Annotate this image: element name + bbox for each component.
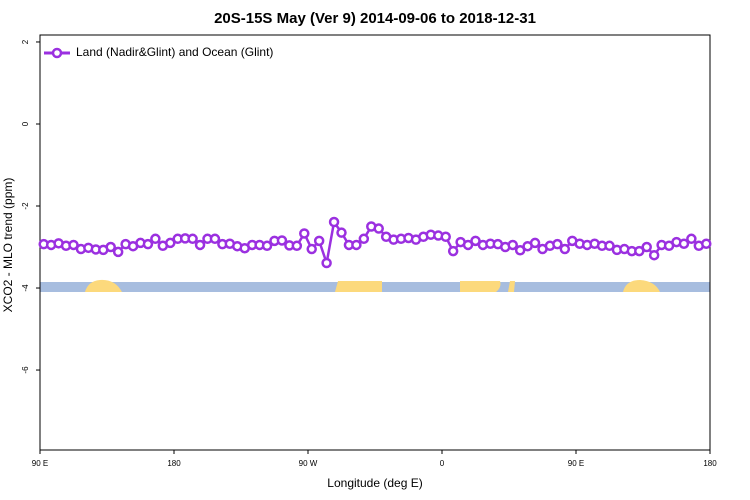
data-point xyxy=(165,237,176,249)
data-point xyxy=(641,241,652,253)
data-point xyxy=(701,238,712,249)
data-point xyxy=(209,233,221,245)
land-patch xyxy=(623,280,660,292)
data-point xyxy=(150,233,161,245)
data-point xyxy=(105,241,116,253)
land-patch xyxy=(335,281,382,292)
data-point xyxy=(187,233,198,245)
y-tick-label: -2 xyxy=(21,202,30,210)
data-point xyxy=(299,228,310,239)
y-tick-label: -4 xyxy=(21,284,30,292)
data-point xyxy=(462,239,474,251)
data-point xyxy=(529,237,541,249)
data-point xyxy=(447,245,459,257)
data-point xyxy=(678,238,690,249)
data-point xyxy=(604,240,615,252)
data-point xyxy=(351,239,362,251)
y-tick-label: 0 xyxy=(21,121,30,126)
data-point xyxy=(686,233,697,245)
data-point xyxy=(313,235,325,247)
data-point xyxy=(358,233,370,245)
x-tick-label: 90 E xyxy=(32,459,48,468)
y-tick-label: 2 xyxy=(21,39,30,44)
data-point xyxy=(514,245,526,256)
legend-label: Land (Nadir&Glint) and Ocean (Glint) xyxy=(76,45,273,59)
x-tick-label: 180 xyxy=(167,459,181,468)
data-point xyxy=(559,243,571,255)
data-point xyxy=(194,239,206,251)
data-point xyxy=(373,223,384,234)
legend-marker xyxy=(51,47,63,59)
data-point xyxy=(507,239,518,251)
data-point xyxy=(276,235,288,246)
data-point xyxy=(328,216,340,228)
data-point xyxy=(470,235,481,247)
data-point xyxy=(261,240,273,252)
x-tick-label: 0 xyxy=(440,459,445,468)
y-axis-label: XCO2 - MLO trend (ppm) xyxy=(1,178,15,313)
data-point xyxy=(142,238,154,250)
x-tick-label: 90 W xyxy=(299,459,318,468)
land-patch xyxy=(460,281,501,292)
data-point xyxy=(552,238,563,250)
y-tick-label: -6 xyxy=(21,366,30,374)
data-point xyxy=(440,231,451,243)
data-point xyxy=(634,245,645,257)
data-point xyxy=(306,243,317,255)
x-tick-label: 180 xyxy=(703,459,717,468)
data-point xyxy=(336,227,347,238)
data-point xyxy=(321,257,332,269)
legend: Land (Nadir&Glint) and Ocean (Glint) xyxy=(44,45,273,59)
data-point xyxy=(112,246,124,258)
chart-title: 20S-15S May (Ver 9) 2014-09-06 to 2018-1… xyxy=(214,10,536,27)
land-patch xyxy=(508,281,515,292)
x-tick-label: 90 E xyxy=(568,459,584,468)
land-patch xyxy=(85,279,122,292)
surface-strip xyxy=(40,279,710,292)
data-point xyxy=(68,239,79,251)
data-point xyxy=(648,249,660,261)
data-point xyxy=(291,240,303,252)
x-axis-label: Longitude (deg E) xyxy=(327,476,422,490)
